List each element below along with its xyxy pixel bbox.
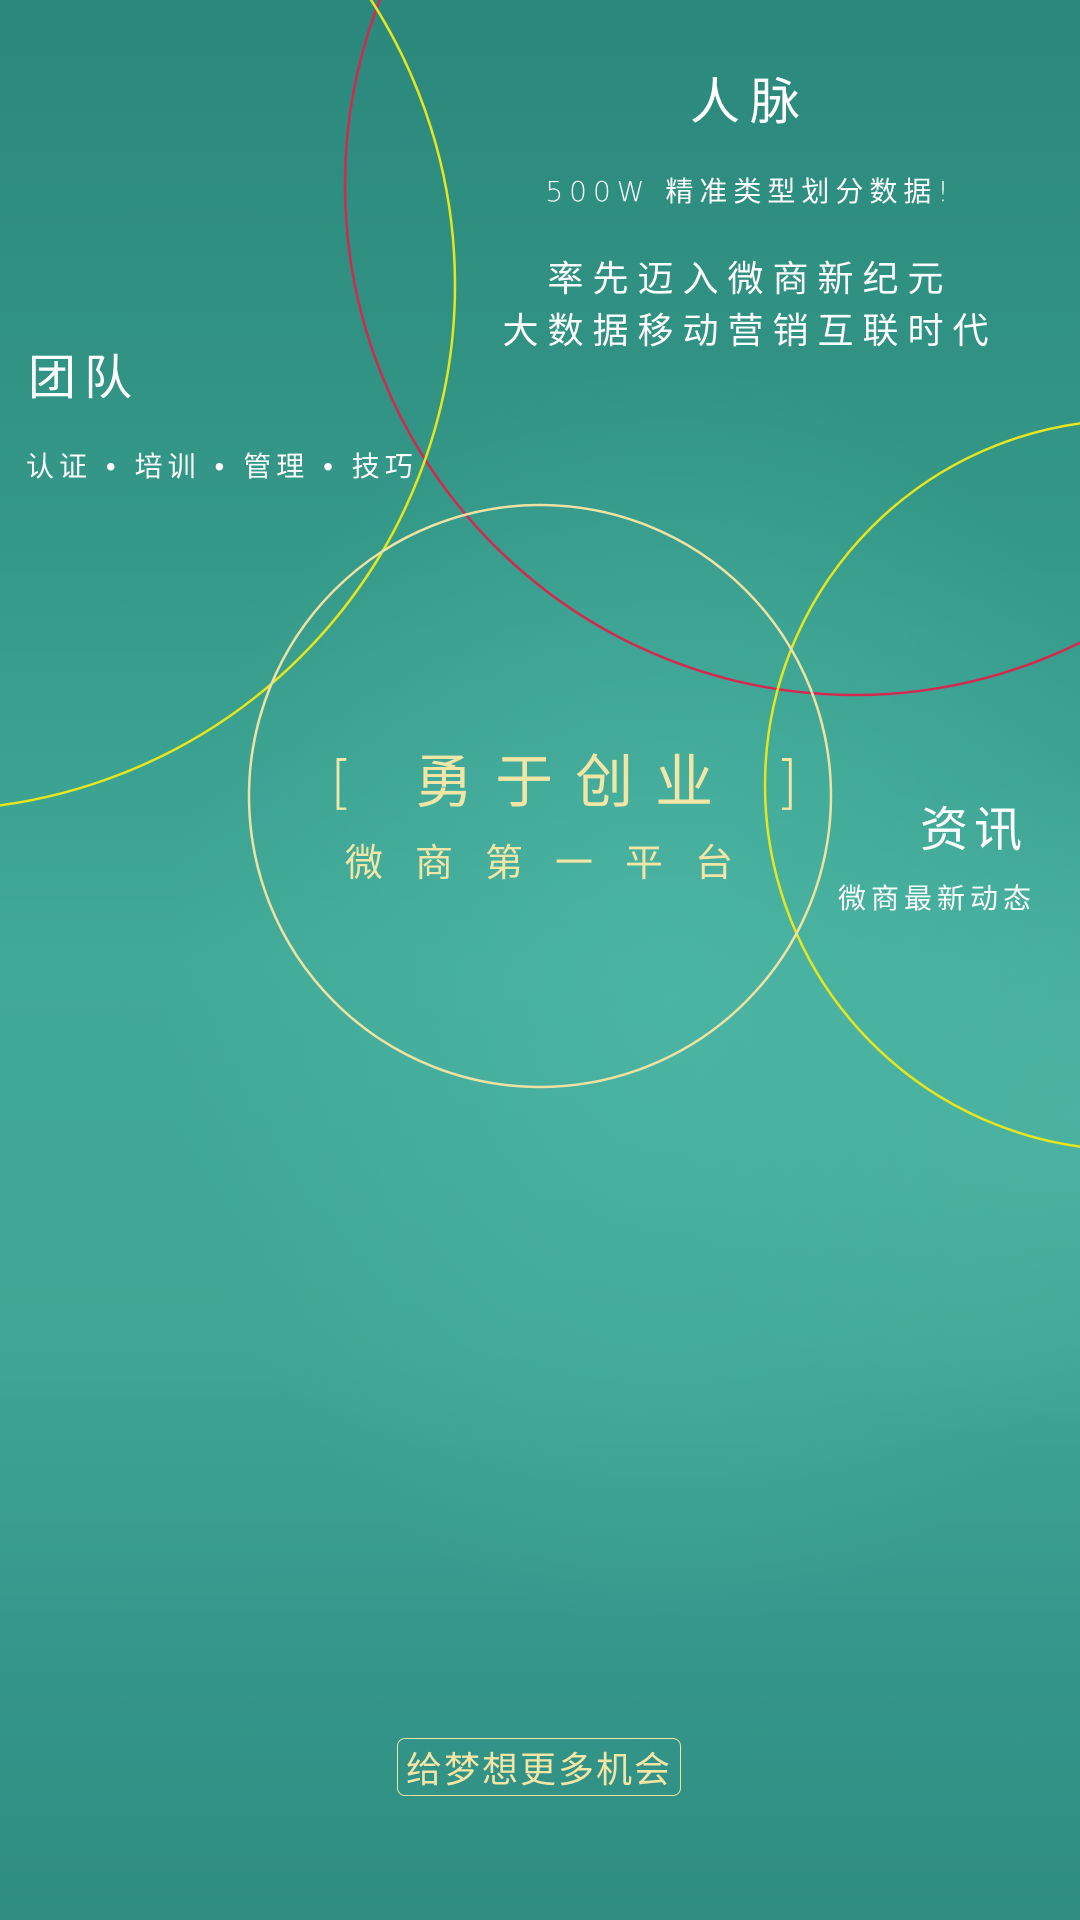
more-opportunities-button-label: 给梦想更多机会 (405, 1750, 672, 1791)
connections-line-1: 率先迈入微商新纪元 (547, 259, 953, 300)
center-title: [ 勇于创业 ] (330, 748, 821, 816)
team-subtitle: 认证 • 培训 • 管理 • 技巧 (26, 450, 418, 483)
news-title: 资讯 (920, 802, 1029, 858)
yellow-circle-right (763, 422, 1080, 1148)
news-subtitle: 微商最新动态 (838, 882, 1037, 915)
yellow-circle-left (0, 0, 457, 807)
center-subtitle: 微商第一平台 (345, 841, 766, 885)
red-circle (343, 0, 1080, 697)
more-opportunities-button[interactable]: 给梦想更多机会 (397, 1738, 681, 1796)
team-title: 团队 (28, 350, 141, 406)
connections-line-2: 大数据移动营销互联时代 (502, 311, 998, 352)
connections-title: 人脉 (690, 73, 810, 131)
connections-data-line: 500W 精准类型划分数据! (545, 175, 955, 208)
cream-circle-center (247, 503, 833, 1089)
